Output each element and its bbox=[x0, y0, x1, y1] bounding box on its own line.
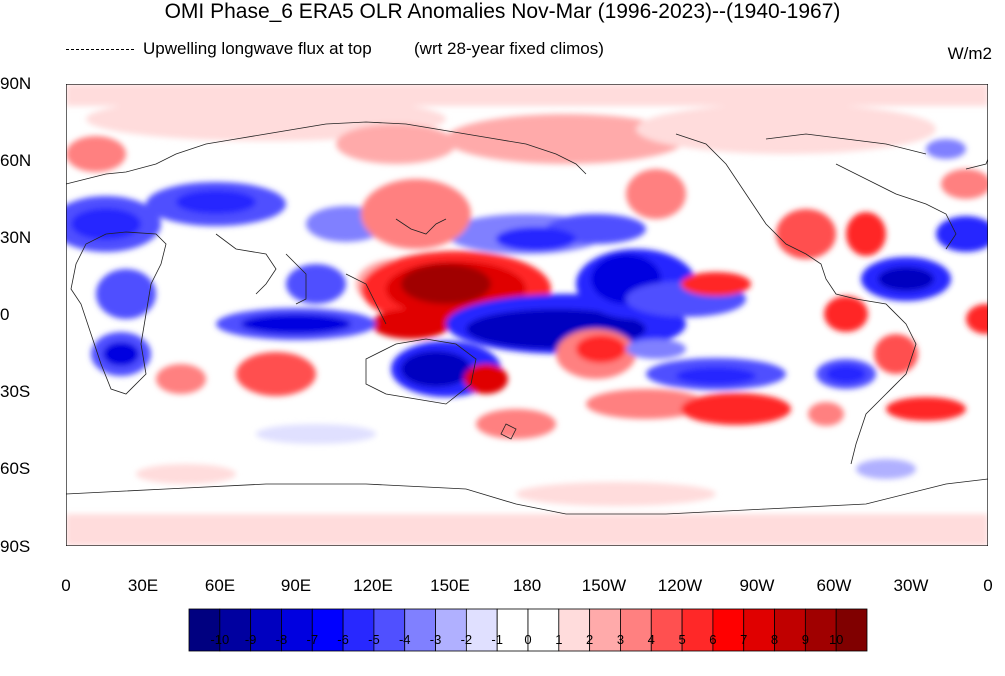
colorbar-box bbox=[219, 608, 252, 652]
lat-label-90n: 90N bbox=[0, 74, 32, 93]
colorbar-tick-label: 10 bbox=[828, 632, 844, 647]
colorbar-boxes bbox=[188, 608, 868, 652]
colorbar-tick-label: -6 bbox=[337, 632, 349, 647]
lat-label-60n: 60N bbox=[0, 151, 32, 170]
colorbar-tick-label: 2 bbox=[586, 632, 594, 647]
right-subtitle: (wrt 28-year fixed climos) bbox=[414, 39, 604, 58]
colorbar-tick-label: 4 bbox=[647, 632, 655, 647]
colorbar bbox=[188, 608, 868, 652]
colorbar-tick-label: -1 bbox=[491, 632, 503, 647]
lon-label-90e: 90E bbox=[280, 576, 312, 595]
lat-label-30s: 30S bbox=[0, 382, 31, 401]
olr-anomaly-map bbox=[66, 84, 988, 546]
lon-label-0-east: 0 bbox=[983, 576, 993, 595]
colorbar-tick-label: 7 bbox=[740, 632, 748, 647]
figure-title: OMI Phase_6 ERA5 OLR Anomalies Nov-Mar (… bbox=[164, 0, 841, 23]
lon-label-120w: 120W bbox=[657, 576, 703, 595]
lat-label-90s: 90S bbox=[0, 537, 31, 556]
colorbar-box bbox=[435, 608, 467, 652]
lon-label-60e: 60E bbox=[204, 576, 236, 595]
colorbar-box bbox=[342, 608, 375, 652]
colorbar-box bbox=[250, 608, 282, 652]
colorbar-tick-label: -5 bbox=[368, 632, 380, 647]
dashed-line-legend bbox=[66, 49, 134, 50]
lon-label-60w: 60W bbox=[816, 576, 852, 595]
colorbar-tick-label: -2 bbox=[460, 632, 473, 647]
lon-label-30e: 30E bbox=[127, 576, 159, 595]
colorbar-box bbox=[835, 608, 868, 652]
lat-label-60s: 60S bbox=[0, 459, 31, 478]
colorbar-box bbox=[650, 608, 683, 652]
colorbar-box bbox=[404, 608, 436, 652]
colorbar-tick-label: -9 bbox=[244, 632, 257, 647]
coastlines bbox=[66, 121, 988, 515]
colorbar-tick-label: -4 bbox=[398, 632, 411, 647]
colorbar-tick-label: -8 bbox=[275, 632, 288, 647]
colorbar-box bbox=[589, 608, 621, 652]
lon-label-120e: 120E bbox=[353, 576, 393, 595]
colorbar-tick-label: 9 bbox=[801, 632, 809, 647]
lon-label-90w: 90W bbox=[739, 576, 775, 595]
left-subtitle: Upwelling longwave flux at top bbox=[143, 39, 372, 58]
lon-label-30w: 30W bbox=[893, 576, 929, 595]
lat-label-eq: 0 bbox=[0, 305, 10, 324]
colorbar-box bbox=[527, 608, 560, 652]
colorbar-tick-label: -7 bbox=[306, 632, 319, 647]
colorbar-tick-label: -3 bbox=[429, 632, 442, 647]
lon-label-0: 0 bbox=[61, 576, 71, 595]
colorbar-box bbox=[743, 608, 775, 652]
colorbar-box bbox=[311, 608, 344, 652]
colorbar-tick-label: 1 bbox=[555, 632, 563, 647]
lon-label-150e: 150E bbox=[430, 576, 470, 595]
units-label: W/m2 bbox=[947, 44, 992, 63]
colorbar-box bbox=[373, 608, 406, 652]
lon-label-180: 180 bbox=[512, 576, 542, 595]
lat-label-30n: 30N bbox=[0, 228, 32, 247]
colorbar-box bbox=[712, 608, 745, 652]
colorbar-tick-label: 8 bbox=[770, 632, 779, 647]
colorbar-tick-label: 5 bbox=[678, 632, 686, 647]
lon-label-150w: 150W bbox=[581, 576, 627, 595]
colorbar-box bbox=[620, 608, 652, 652]
colorbar-box bbox=[681, 608, 714, 652]
colorbar-box bbox=[496, 608, 529, 652]
colorbar-tick-label: 6 bbox=[709, 632, 717, 647]
colorbar-tick-label: 3 bbox=[616, 632, 625, 647]
anomaly-field bbox=[66, 84, 988, 546]
colorbar-tick-label: -10 bbox=[210, 632, 230, 647]
colorbar-box bbox=[188, 608, 221, 652]
colorbar-tick-label: 0 bbox=[524, 632, 532, 647]
colorbar-box bbox=[774, 608, 806, 652]
colorbar-box bbox=[281, 608, 313, 652]
